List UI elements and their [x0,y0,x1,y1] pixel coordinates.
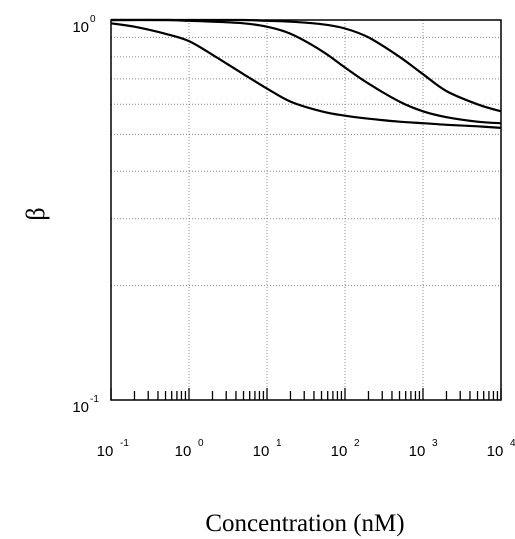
x-tick-label: 10 [97,443,114,460]
y-tick-label: 10 [72,19,89,36]
minor-ticks [110,388,502,400]
x-tick-label: 10 [487,443,504,460]
x-tick-label: 10 [253,443,270,460]
series-line-1 [110,22,502,129]
y-tick-label-exponent: -1 [90,394,99,405]
x-tick-label-exponent: 4 [510,438,515,449]
x-axis-label: Concentration (nM) [205,510,404,537]
x-tick-label: 10 [175,443,192,460]
y-axis-label: β [21,207,50,220]
plot-frame [110,19,502,401]
x-tick-label-exponent: 0 [198,438,204,449]
x-tick-label: 10 [409,443,426,460]
x-tick-label-exponent: 1 [276,438,282,449]
grid [110,20,502,400]
x-tick-label-exponent: -1 [120,438,129,449]
y-tick-label-exponent: 0 [90,14,96,25]
x-tick-labels: 10 -1 10 0 10 1 10 2 10 3 10 4 [97,438,515,460]
x-tick-label: 10 [331,443,348,460]
x-tick-label-exponent: 2 [354,438,360,449]
series-line-3 [110,18,502,113]
y-tick-label: 10 [72,399,89,416]
series-group [110,18,502,129]
x-tick-label-exponent: 3 [432,438,438,449]
